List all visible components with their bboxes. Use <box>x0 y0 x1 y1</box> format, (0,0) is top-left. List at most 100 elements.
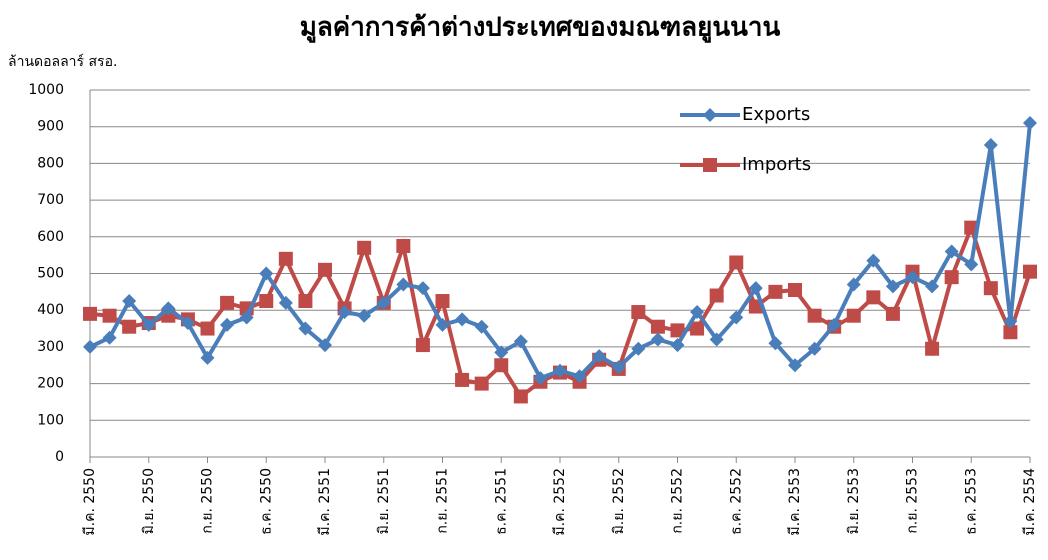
x-tick-label: ธ.ค. 2552 <box>728 468 744 535</box>
legend-label: Imports <box>742 154 811 175</box>
y-axis-label: ล้านดอลลาร์ สรอ. <box>8 53 117 70</box>
point <box>513 389 528 404</box>
point <box>494 345 509 360</box>
point <box>650 319 665 334</box>
series-line <box>89 122 1032 381</box>
point <box>298 294 313 309</box>
point <box>357 308 372 323</box>
point <box>631 305 646 320</box>
point <box>925 279 940 294</box>
y-tick-label: 400 <box>37 302 64 318</box>
point <box>768 284 783 299</box>
y-tick-label: 100 <box>37 412 64 428</box>
point <box>1003 325 1018 340</box>
x-tick-label: มี.ค. 2553 <box>787 468 803 536</box>
chart-title: มูลค่าการค้าต่างประเทศของมณฑลยูนนาน <box>300 13 781 44</box>
point <box>885 279 900 294</box>
point <box>690 305 705 320</box>
point <box>220 295 235 310</box>
point <box>827 317 842 332</box>
point <box>1003 314 1018 329</box>
x-tick-label: มี.ค. 2551 <box>317 468 333 536</box>
point <box>435 294 450 309</box>
x-tick-label: ธ.ค. 2553 <box>963 468 979 535</box>
point <box>788 358 802 373</box>
y-tick-label: 0 <box>55 449 64 465</box>
point <box>807 341 822 356</box>
x-tick-label: มี.ค. 2554 <box>1022 468 1038 536</box>
point <box>807 308 822 323</box>
point <box>944 270 959 285</box>
point <box>885 306 900 321</box>
point <box>670 323 685 338</box>
point <box>200 321 215 336</box>
point <box>631 341 646 356</box>
point <box>200 350 215 365</box>
point <box>161 301 176 316</box>
point <box>729 255 744 270</box>
point <box>278 295 293 310</box>
point <box>670 338 685 353</box>
point <box>846 277 861 292</box>
point <box>905 270 920 285</box>
point <box>572 369 587 384</box>
point <box>396 238 411 253</box>
point <box>474 376 489 391</box>
point <box>474 319 489 334</box>
x-tick-label: ธ.ค. 2551 <box>493 468 509 535</box>
x-tick-label: ก.ย. 2553 <box>905 468 921 534</box>
point <box>239 310 254 325</box>
point <box>709 332 724 347</box>
point <box>376 295 391 310</box>
y-tick-label: 600 <box>37 229 64 245</box>
point <box>611 360 626 375</box>
point <box>866 290 881 305</box>
point <box>703 158 717 172</box>
y-tick-label: 1000 <box>28 82 64 98</box>
x-tick-label: มิ.ย. 2551 <box>376 468 392 534</box>
y-tick-label: 500 <box>37 266 64 282</box>
x-tick-label: ธ.ค. 2550 <box>258 468 274 535</box>
point <box>866 253 881 268</box>
point <box>357 240 372 255</box>
point <box>83 339 97 354</box>
point <box>983 281 998 296</box>
y-tick-label: 300 <box>37 339 64 355</box>
point <box>494 358 509 373</box>
point <box>846 308 861 323</box>
x-tick-label: มี.ค. 2552 <box>552 468 568 536</box>
point <box>650 332 665 347</box>
point <box>513 334 528 349</box>
point <box>983 138 998 153</box>
point <box>122 319 137 334</box>
point <box>122 294 137 309</box>
point <box>141 317 156 332</box>
x-tick-label: ก.ย. 2552 <box>670 468 686 534</box>
point <box>455 372 470 387</box>
point <box>925 341 940 356</box>
point <box>102 330 117 345</box>
point <box>396 277 411 292</box>
point <box>1023 116 1037 131</box>
point <box>259 294 274 309</box>
point <box>180 316 195 331</box>
point <box>533 371 548 386</box>
x-tick-label: มี.ค. 2550 <box>82 468 98 536</box>
x-tick-label: ก.ย. 2550 <box>200 468 216 534</box>
point <box>318 338 332 353</box>
point <box>1023 264 1037 279</box>
point <box>690 321 705 336</box>
point <box>748 281 763 296</box>
y-tick-label: 200 <box>37 376 64 392</box>
point <box>415 281 430 296</box>
point <box>729 310 744 325</box>
point <box>709 288 724 303</box>
point <box>944 244 959 259</box>
y-tick-label: 900 <box>37 119 64 135</box>
point <box>220 317 235 332</box>
y-tick-label: 700 <box>37 192 64 208</box>
point <box>788 283 802 298</box>
x-tick-label: ก.ย. 2551 <box>435 468 451 534</box>
point <box>435 317 450 332</box>
